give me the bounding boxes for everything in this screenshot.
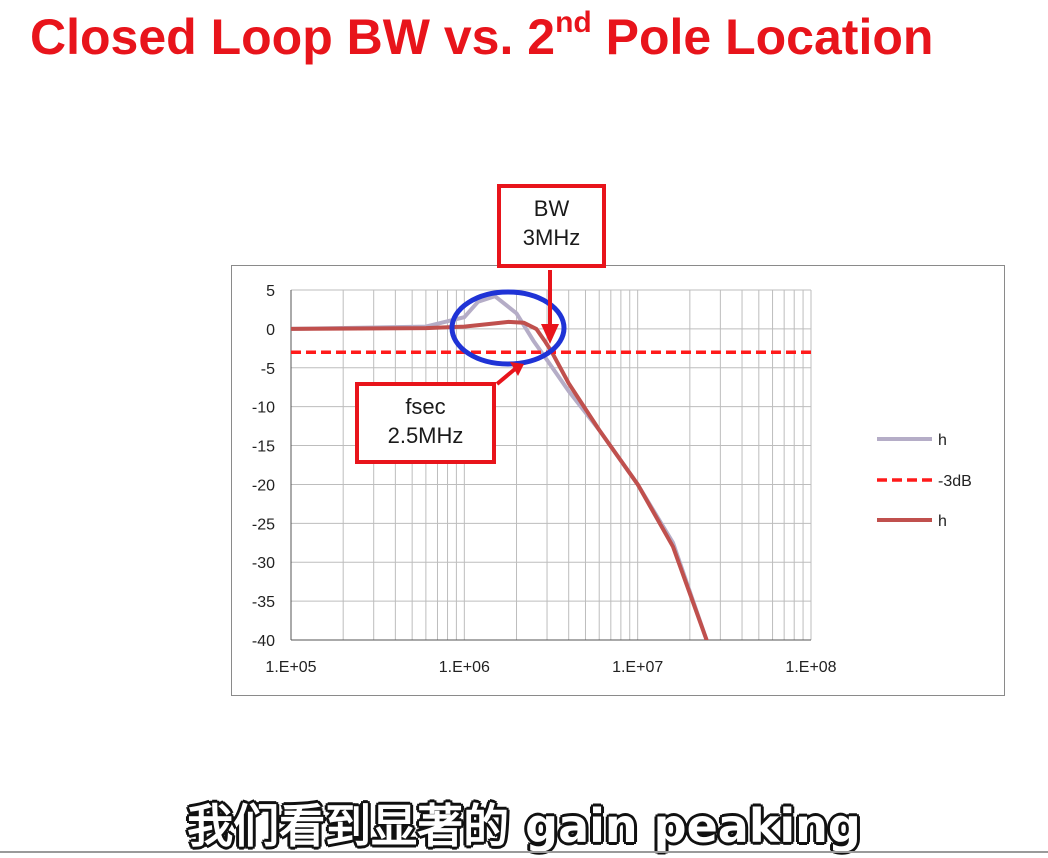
x-tick-label: 1.E+07 [612,659,663,676]
slide-title: Closed Loop BW vs. 2nd Pole Location [30,6,933,66]
legend-label: h [938,432,947,449]
peaking-circle [449,289,567,367]
chart-frame: 5 0 -5 -10 -15 -20 -25 -30 -35 -40 1.E+05 1.E+06 1.E… [231,265,1005,696]
bw-callout-line2: 3MHz [522,225,581,250]
y-tick-label: 5 [266,283,275,300]
y-tick-label: -30 [252,555,275,572]
bw-callout: BW 3MHz [497,184,606,268]
x-tick-label: 1.E+05 [265,659,316,676]
y-tick-label: -15 [252,439,275,456]
bode-chart: 5 0 -5 -10 -15 -20 -25 -30 -35 -40 1.E+05 1.E+06 1.E… [252,270,972,676]
x-tick-label: 1.E+08 [785,659,836,676]
y-tick-label: -20 [252,477,275,494]
x-tick-label: 1.E+06 [439,659,490,676]
fsec-arrow-shaft [495,367,517,386]
y-tick-label: -25 [252,516,275,533]
legend-label: -3dB [938,473,972,490]
y-tick-label: -5 [261,361,275,378]
video-subtitle: 我们看到显著的 gain peaking [187,799,861,853]
fsec-callout-line1: fsec [405,394,446,419]
slide-title-main: Closed Loop BW vs. 2 [30,9,556,65]
y-tick-label: -10 [252,400,275,417]
slide-title-superscript: nd [555,6,592,39]
fsec-callout-line2: 2.5MHz [387,423,464,448]
legend-label: h [938,513,947,530]
fsec-callout: fsec 2.5MHz [355,382,496,464]
y-tick-label: -35 [252,594,275,611]
slide-title-end: Pole Location [591,9,934,65]
series-line-2 [291,319,709,640]
fsec-arrow-head [510,362,524,376]
y-tick-label: -40 [252,633,275,650]
series-line-0 [291,294,709,640]
y-tick-label: 0 [266,322,275,339]
bw-callout-line1: BW [533,196,570,221]
bw-arrow-head [541,324,559,344]
bottom-divider [0,851,1048,853]
